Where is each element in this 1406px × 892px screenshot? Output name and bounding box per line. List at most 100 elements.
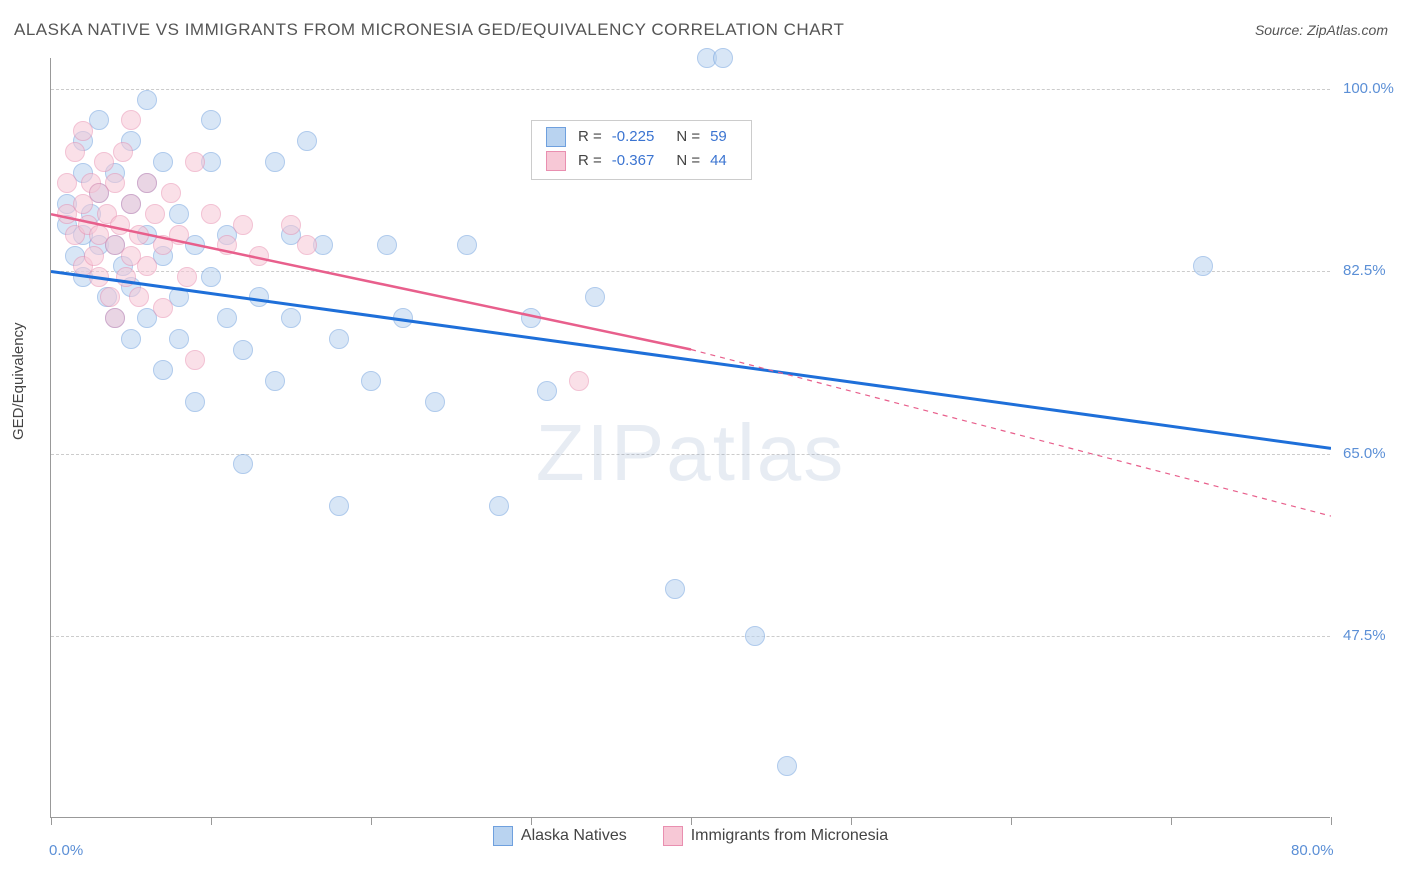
series-legend: Alaska Natives Immigrants from Micronesia: [51, 826, 1330, 851]
data-point: [105, 308, 125, 328]
data-point: [110, 215, 130, 235]
data-point: [457, 235, 477, 255]
data-point: [281, 215, 301, 235]
x-tick-label: 80.0%: [1291, 842, 1334, 859]
data-point: [585, 287, 605, 307]
legend-swatch: [493, 826, 513, 846]
data-point: [89, 267, 109, 287]
y-tick-label: 100.0%: [1343, 80, 1394, 97]
chart-title: ALASKA NATIVE VS IMMIGRANTS FROM MICRONE…: [14, 20, 844, 40]
data-point: [161, 183, 181, 203]
n-value: 59: [710, 125, 727, 149]
legend-item: Alaska Natives: [493, 826, 627, 846]
data-point: [297, 131, 317, 151]
data-point: [185, 152, 205, 172]
y-tick-label: 82.5%: [1343, 262, 1386, 279]
data-point: [153, 360, 173, 380]
data-point: [425, 392, 445, 412]
legend-swatch: [546, 151, 566, 171]
data-point: [145, 204, 165, 224]
data-point: [201, 204, 221, 224]
r-label: R =: [578, 125, 602, 149]
data-point: [265, 152, 285, 172]
data-point: [569, 371, 589, 391]
data-point: [153, 152, 173, 172]
data-point: [129, 225, 149, 245]
gridline: [51, 636, 1330, 637]
data-point: [105, 173, 125, 193]
data-point: [377, 235, 397, 255]
data-point: [329, 329, 349, 349]
data-point: [84, 246, 104, 266]
legend-label: Immigrants from Micronesia: [691, 827, 888, 845]
x-tick: [211, 817, 212, 825]
x-tick: [1171, 817, 1172, 825]
data-point: [537, 381, 557, 401]
data-point: [169, 204, 189, 224]
n-label: N =: [676, 125, 700, 149]
r-value: -0.225: [612, 125, 655, 149]
y-tick-label: 65.0%: [1343, 445, 1386, 462]
correlation-chart: ALASKA NATIVE VS IMMIGRANTS FROM MICRONE…: [0, 0, 1406, 892]
x-tick: [851, 817, 852, 825]
data-point: [201, 267, 221, 287]
trendline-dashed: [691, 350, 1331, 517]
stats-legend: R =-0.225N =59R =-0.367N =44: [531, 120, 752, 180]
data-point: [777, 756, 797, 776]
x-tick-label: 0.0%: [49, 842, 83, 859]
data-point: [121, 194, 141, 214]
data-point: [361, 371, 381, 391]
stats-legend-row: R =-0.367N =44: [546, 149, 737, 173]
data-point: [745, 626, 765, 646]
chart-source: Source: ZipAtlas.com: [1255, 22, 1388, 38]
data-point: [281, 308, 301, 328]
data-point: [665, 579, 685, 599]
data-point: [137, 256, 157, 276]
data-point: [65, 142, 85, 162]
n-label: N =: [676, 149, 700, 173]
x-tick: [371, 817, 372, 825]
data-point: [265, 371, 285, 391]
x-tick: [691, 817, 692, 825]
data-point: [100, 287, 120, 307]
data-point: [94, 152, 114, 172]
data-point: [116, 267, 136, 287]
stats-legend-row: R = -0.225 N = 59: [546, 125, 737, 149]
plot-area: ZIPatlas R =-0.225N =59R =-0.367N =44 Al…: [50, 58, 1330, 818]
data-point: [329, 496, 349, 516]
data-point: [121, 110, 141, 130]
x-tick: [51, 817, 52, 825]
data-point: [121, 329, 141, 349]
data-point: [393, 308, 413, 328]
legend-swatch: [663, 826, 683, 846]
data-point: [169, 225, 189, 245]
data-point: [233, 215, 253, 235]
data-point: [73, 121, 93, 141]
data-point: [57, 173, 77, 193]
x-tick: [531, 817, 532, 825]
data-point: [249, 246, 269, 266]
legend-label: Alaska Natives: [521, 827, 627, 845]
y-tick-label: 47.5%: [1343, 627, 1386, 644]
data-point: [217, 308, 237, 328]
data-point: [177, 267, 197, 287]
legend-swatch: [546, 127, 566, 147]
data-point: [1193, 256, 1213, 276]
legend-item: Immigrants from Micronesia: [663, 826, 888, 846]
data-point: [153, 298, 173, 318]
data-point: [217, 235, 237, 255]
data-point: [137, 90, 157, 110]
trendline-solid: [51, 271, 1331, 448]
data-point: [137, 173, 157, 193]
data-point: [233, 340, 253, 360]
data-point: [185, 392, 205, 412]
data-point: [169, 329, 189, 349]
data-point: [713, 48, 733, 68]
y-axis-title: GED/Equivalency: [10, 322, 27, 440]
data-point: [489, 496, 509, 516]
data-point: [113, 142, 133, 162]
gridline: [51, 271, 1330, 272]
data-point: [185, 350, 205, 370]
n-value: 44: [710, 149, 727, 173]
data-point: [129, 287, 149, 307]
